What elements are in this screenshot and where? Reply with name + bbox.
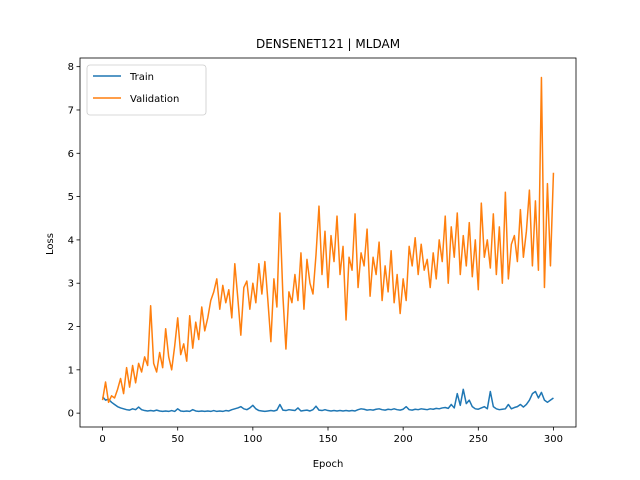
y-tick-label: 8 xyxy=(68,62,74,73)
chart-title: DENSENET121 | MLDAM xyxy=(256,37,400,51)
y-tick-label: 3 xyxy=(68,279,74,290)
series-line-validation xyxy=(101,76,555,404)
legend: Train Validation xyxy=(86,64,207,116)
x-tick-label: 100 xyxy=(243,434,262,445)
x-tick-label: 150 xyxy=(318,434,337,445)
series-layer xyxy=(101,76,555,413)
series-line-train xyxy=(101,388,554,413)
y-tick-label: 5 xyxy=(68,192,74,203)
x-tick-label: 250 xyxy=(469,434,488,445)
legend-label-validation: Validation xyxy=(130,94,179,105)
y-tick-label: 1 xyxy=(68,365,74,376)
legend-box xyxy=(86,64,207,116)
y-axis-label: Loss xyxy=(45,233,56,255)
y-axis-ticks: 0 1 2 3 4 5 6 7 8 xyxy=(68,62,80,420)
y-tick-label: 2 xyxy=(68,322,74,333)
x-tick-label: 0 xyxy=(99,434,105,445)
y-tick-label: 4 xyxy=(68,235,74,246)
y-tick-label: 0 xyxy=(68,409,74,420)
x-tick-label: 300 xyxy=(544,434,563,445)
x-axis-ticks: 0 50 100 150 200 250 300 xyxy=(99,427,563,445)
y-tick-label: 7 xyxy=(68,105,74,116)
x-axis-label: Epoch xyxy=(313,459,344,470)
x-tick-label: 200 xyxy=(394,434,413,445)
x-tick-label: 50 xyxy=(171,434,184,445)
y-tick-label: 6 xyxy=(68,149,74,160)
legend-label-train: Train xyxy=(129,72,154,83)
